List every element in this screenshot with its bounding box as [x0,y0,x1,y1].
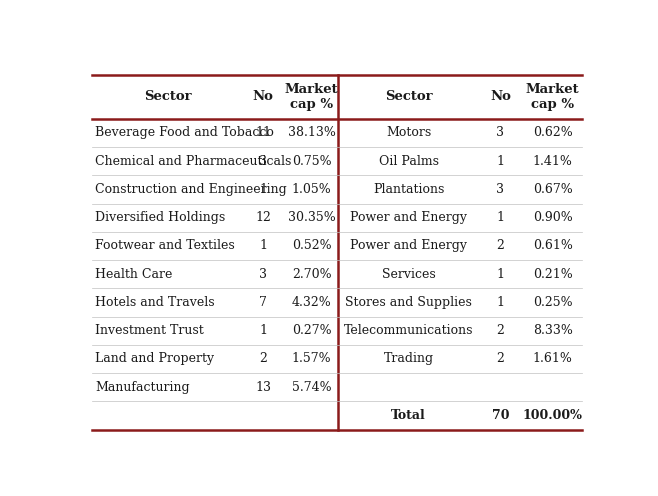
Text: 0.21%: 0.21% [533,268,572,281]
Text: Power and Energy: Power and Energy [350,211,467,224]
Text: No: No [490,90,511,103]
Text: 3: 3 [496,126,505,139]
Text: Services: Services [382,268,436,281]
Text: 0.62%: 0.62% [533,126,572,139]
Text: 8.33%: 8.33% [533,324,572,337]
Text: No: No [253,90,274,103]
Text: 3: 3 [259,155,267,168]
Text: 30.35%: 30.35% [288,211,336,224]
Text: 70: 70 [492,409,509,422]
Text: Sector: Sector [385,90,432,103]
Text: Market
cap %: Market cap % [285,83,338,111]
Text: Investment Trust: Investment Trust [95,324,204,337]
Text: 0.90%: 0.90% [533,211,572,224]
Text: Stores and Supplies: Stores and Supplies [345,296,472,309]
Text: Motors: Motors [386,126,431,139]
Text: Beverage Food and Tobacco: Beverage Food and Tobacco [95,126,274,139]
Text: 100.00%: 100.00% [522,409,582,422]
Text: 2: 2 [497,240,504,252]
Text: 1: 1 [496,296,505,309]
Text: 11: 11 [255,126,271,139]
Text: Trading: Trading [384,353,434,366]
Text: 1: 1 [496,211,505,224]
Text: 4.32%: 4.32% [292,296,332,309]
Text: 38.13%: 38.13% [288,126,336,139]
Text: Telecommunications: Telecommunications [344,324,473,337]
Text: Plantations: Plantations [373,183,444,196]
Text: 0.61%: 0.61% [533,240,572,252]
Text: Land and Property: Land and Property [95,353,214,366]
Text: 1.57%: 1.57% [292,353,332,366]
Text: 5.74%: 5.74% [292,381,332,394]
Text: 2: 2 [259,353,267,366]
Text: 0.52%: 0.52% [292,240,332,252]
Text: Hotels and Travels: Hotels and Travels [95,296,215,309]
Text: 1: 1 [259,183,267,196]
Text: Manufacturing: Manufacturing [95,381,190,394]
Text: 0.67%: 0.67% [533,183,572,196]
Text: 13: 13 [255,381,271,394]
Text: 3: 3 [496,183,505,196]
Text: 12: 12 [255,211,271,224]
Text: 1: 1 [259,324,267,337]
Text: Sector: Sector [144,90,191,103]
Text: 1: 1 [496,155,505,168]
Text: 2: 2 [497,353,504,366]
Text: 1.05%: 1.05% [292,183,332,196]
Text: 7: 7 [259,296,267,309]
Text: 2.70%: 2.70% [292,268,332,281]
Text: 1.61%: 1.61% [533,353,572,366]
Text: Chemical and Pharmaceuticals: Chemical and Pharmaceuticals [95,155,291,168]
Text: 2: 2 [497,324,504,337]
Text: Power and Energy: Power and Energy [350,240,467,252]
Text: 0.25%: 0.25% [533,296,572,309]
Text: Health Care: Health Care [95,268,172,281]
Text: Total: Total [392,409,426,422]
Text: Diversified Holdings: Diversified Holdings [95,211,225,224]
Text: Market
cap %: Market cap % [526,83,580,111]
Text: 0.75%: 0.75% [292,155,332,168]
Text: 1.41%: 1.41% [533,155,572,168]
Text: Construction and Engineering: Construction and Engineering [95,183,287,196]
Text: 1: 1 [259,240,267,252]
Text: 3: 3 [259,268,267,281]
Text: 0.27%: 0.27% [292,324,332,337]
Text: Footwear and Textiles: Footwear and Textiles [95,240,235,252]
Text: 1: 1 [496,268,505,281]
Text: Oil Palms: Oil Palms [378,155,439,168]
